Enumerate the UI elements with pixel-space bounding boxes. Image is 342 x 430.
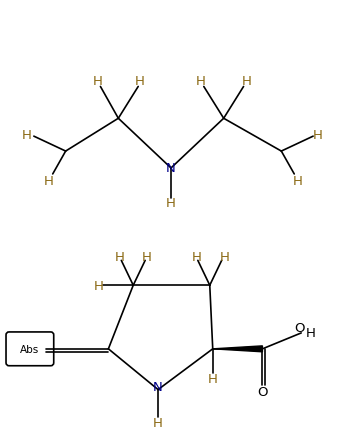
Text: H: H [134,75,144,88]
Text: H: H [208,372,218,385]
FancyBboxPatch shape [6,332,54,366]
Text: H: H [44,175,54,188]
Text: H: H [192,250,202,263]
Text: H: H [306,327,316,340]
Text: H: H [166,197,176,210]
Polygon shape [213,346,262,352]
Text: H: H [114,250,124,263]
Text: H: H [142,250,152,263]
Text: H: H [153,416,163,429]
Text: Abs: Abs [20,344,39,354]
Text: H: H [196,75,206,88]
Text: H: H [313,129,323,141]
Text: O: O [257,385,268,398]
Text: H: H [93,279,103,292]
Text: H: H [220,250,229,263]
Text: N: N [153,380,163,393]
Text: H: H [292,175,302,188]
Text: H: H [241,75,251,88]
Text: H: H [93,75,102,88]
Text: H: H [22,129,32,141]
Text: O: O [294,322,304,335]
Text: N: N [166,162,176,175]
